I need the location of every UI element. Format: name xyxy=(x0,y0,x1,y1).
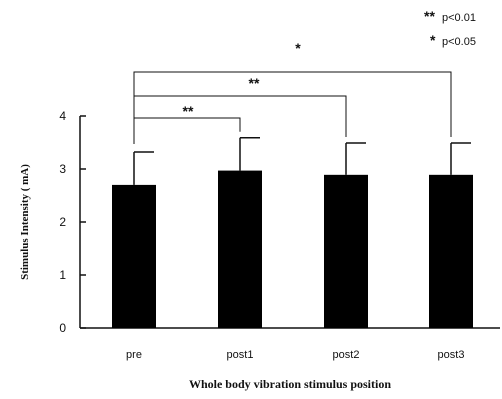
bar-post1 xyxy=(218,170,262,328)
y-axis-label: Stimulus Intensity ( mA) xyxy=(19,164,31,280)
legend-marker-2: * xyxy=(430,32,436,48)
legend-text-1: p<0.01 xyxy=(442,12,476,24)
bar-pre xyxy=(112,184,156,328)
bar-post2 xyxy=(324,174,368,328)
bar-post3 xyxy=(429,174,473,328)
significance-bracket-post3 xyxy=(133,71,452,145)
significance-label-post1: ** xyxy=(183,103,194,119)
significance-label-post3: * xyxy=(295,40,301,56)
legend: ** p<0.01 * p<0.05 xyxy=(424,8,476,48)
x-tick-label-post1: post1 xyxy=(227,349,254,361)
y-tick-label: 1 xyxy=(59,268,66,282)
bars xyxy=(112,170,473,328)
y-tick-label: 3 xyxy=(59,162,66,176)
significance-label-post2: ** xyxy=(249,75,260,91)
significance-brackets: ***** xyxy=(133,40,452,145)
legend-marker-1: ** xyxy=(424,8,435,24)
legend-text-2: p<0.05 xyxy=(442,36,476,48)
x-tick-label-post2: post2 xyxy=(333,349,360,361)
x-tick-label-post3: post3 xyxy=(438,349,465,361)
y-tick-label: 0 xyxy=(59,321,66,335)
y-tick-label: 4 xyxy=(59,109,66,123)
y-tick-label: 2 xyxy=(59,215,66,229)
x-tick-labels: pre post1 post2 post3 xyxy=(126,349,464,361)
error-bars xyxy=(133,136,471,185)
y-ticks: 0 1 2 3 4 xyxy=(59,109,86,335)
x-axis-label: Whole body vibration stimulus position xyxy=(189,377,391,391)
significance-bracket-post1 xyxy=(133,117,241,145)
x-tick-label-pre: pre xyxy=(126,349,142,361)
